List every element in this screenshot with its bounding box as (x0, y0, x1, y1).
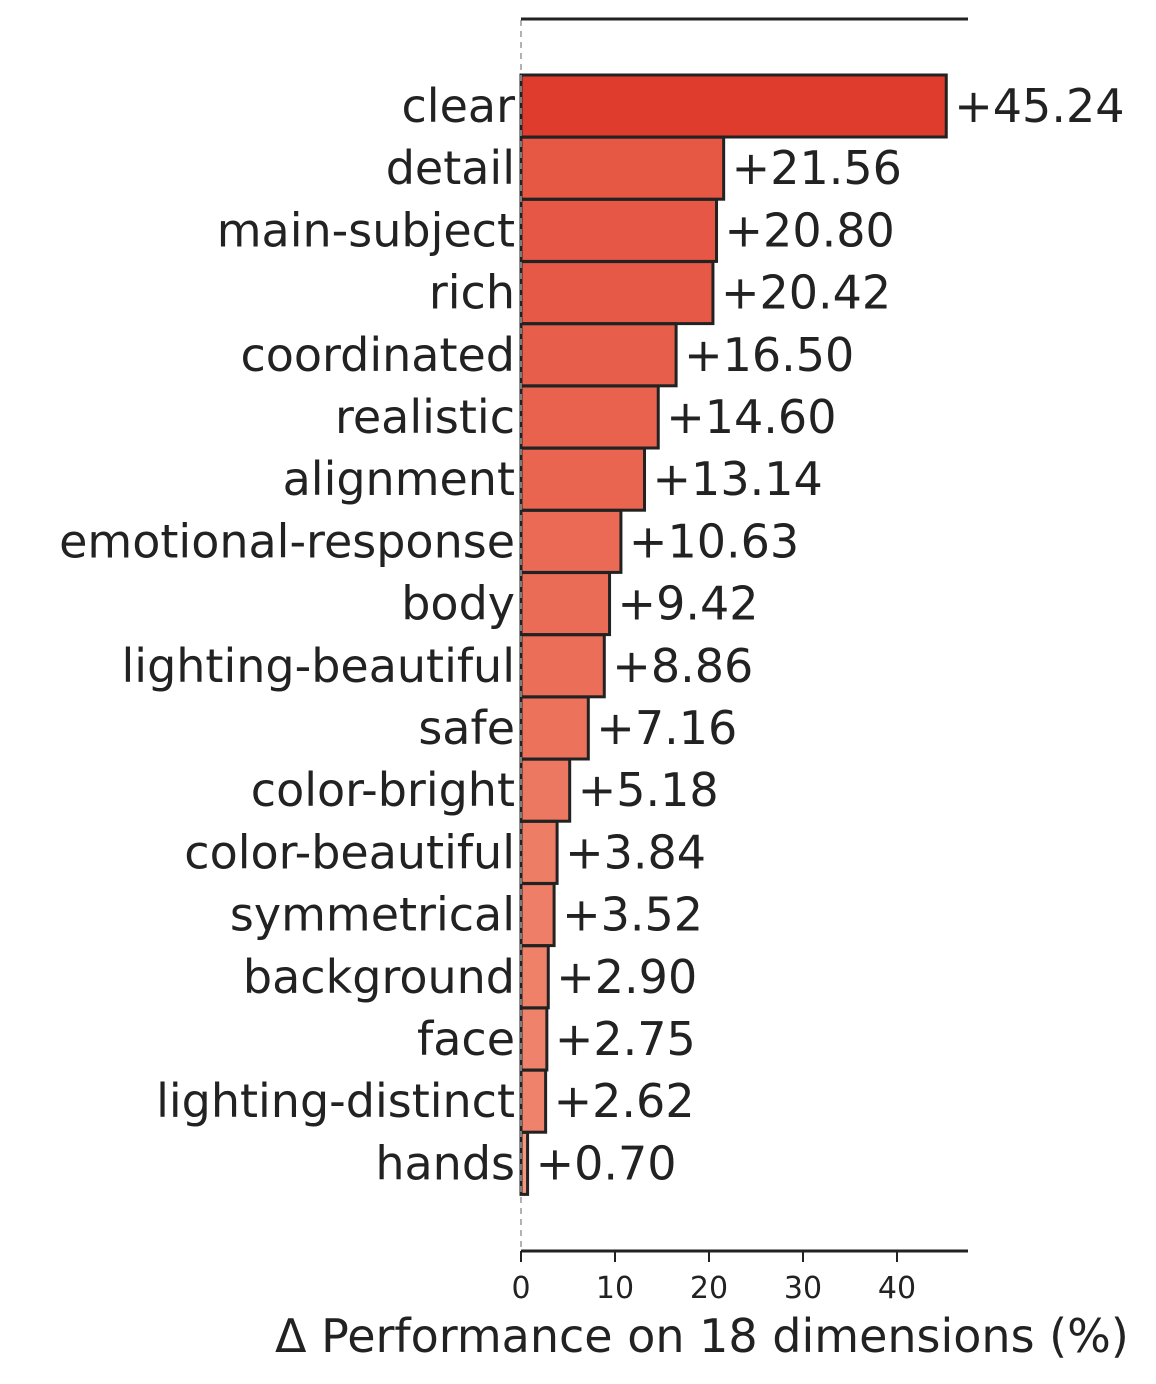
category-label-detail: detail (386, 141, 515, 195)
category-label-lighting-beautiful: lighting-beautiful (122, 639, 515, 693)
category-label-body: body (401, 577, 515, 631)
category-label-rich: rich (429, 266, 515, 320)
value-label-realistic: +14.60 (666, 390, 836, 444)
category-label-background: background (243, 950, 515, 1004)
bar-lighting-distinct (519, 1068, 548, 1134)
category-label-lighting-distinct: lighting-distinct (156, 1074, 515, 1128)
value-label-alignment: +13.14 (653, 452, 823, 506)
value-label-rich: +20.42 (721, 266, 891, 320)
category-label-color-beautiful: color-beautiful (184, 825, 515, 879)
value-label-lighting-distinct: +2.62 (554, 1074, 695, 1128)
value-label-safe: +7.16 (596, 701, 737, 755)
bar-background (519, 944, 550, 1010)
value-label-coordinated: +16.50 (684, 328, 854, 382)
x-axis-label: Δ Performance on 18 dimensions (%) (275, 1309, 1129, 1363)
bar-color-bright (519, 757, 572, 823)
x-tick-label-20: 20 (690, 1271, 728, 1306)
bar-rich (519, 260, 715, 326)
value-label-color-beautiful: +3.84 (565, 825, 706, 879)
category-label-hands: hands (375, 1136, 515, 1190)
x-tick-label-40: 40 (878, 1271, 916, 1306)
value-label-hands: +0.70 (536, 1136, 677, 1190)
x-tick-label-0: 0 (511, 1271, 530, 1306)
value-label-lighting-beautiful: +8.86 (612, 639, 753, 693)
value-label-clear: +45.24 (954, 79, 1124, 133)
bar-coordinated (519, 322, 678, 388)
bar-symmetrical (519, 882, 556, 948)
value-label-main-subject: +20.80 (725, 203, 895, 257)
category-label-main-subject: main-subject (217, 203, 515, 257)
bar-alignment (519, 446, 647, 512)
value-label-background: +2.90 (556, 950, 697, 1004)
category-label-safe: safe (418, 701, 515, 755)
bar-lighting-beautiful (519, 633, 606, 699)
bar-main-subject (519, 197, 719, 263)
category-label-clear: clear (402, 79, 516, 133)
value-label-symmetrical: +3.52 (562, 888, 703, 942)
category-label-coordinated: coordinated (240, 328, 515, 382)
bars-layer (519, 73, 948, 1196)
bar-clear (519, 73, 948, 139)
category-label-color-bright: color-bright (251, 763, 515, 817)
bar-color-beautiful (519, 819, 559, 885)
category-label-realistic: realistic (335, 390, 515, 444)
category-label-symmetrical: symmetrical (230, 888, 515, 942)
bar-face (519, 1006, 549, 1072)
bar-emotional-response (519, 508, 623, 574)
value-label-emotional-response: +10.63 (629, 514, 799, 568)
value-label-body: +9.42 (618, 577, 759, 631)
bar-body (519, 571, 612, 637)
category-label-alignment: alignment (283, 452, 515, 506)
value-labels: +45.24 +21.56 +20.80 +20.42 +16.50 +14.60 +13.… (536, 79, 1125, 1190)
value-label-detail: +21.56 (732, 141, 902, 195)
bar-safe (519, 695, 590, 761)
bar-hands (519, 1130, 530, 1196)
value-label-face: +2.75 (555, 1012, 696, 1066)
category-label-face: face (417, 1012, 515, 1066)
x-tick-label-30: 30 (784, 1271, 822, 1306)
category-label-emotional-response: emotional-response (59, 514, 515, 568)
bar-detail (519, 135, 726, 201)
bar-realistic (519, 384, 660, 450)
x-axis-ticks: 0 10 20 30 40 (511, 1251, 916, 1306)
x-tick-label-10: 10 (596, 1271, 634, 1306)
category-labels: clear detail main-subject rich coordinated re… (59, 79, 515, 1190)
value-label-color-bright: +5.18 (578, 763, 719, 817)
